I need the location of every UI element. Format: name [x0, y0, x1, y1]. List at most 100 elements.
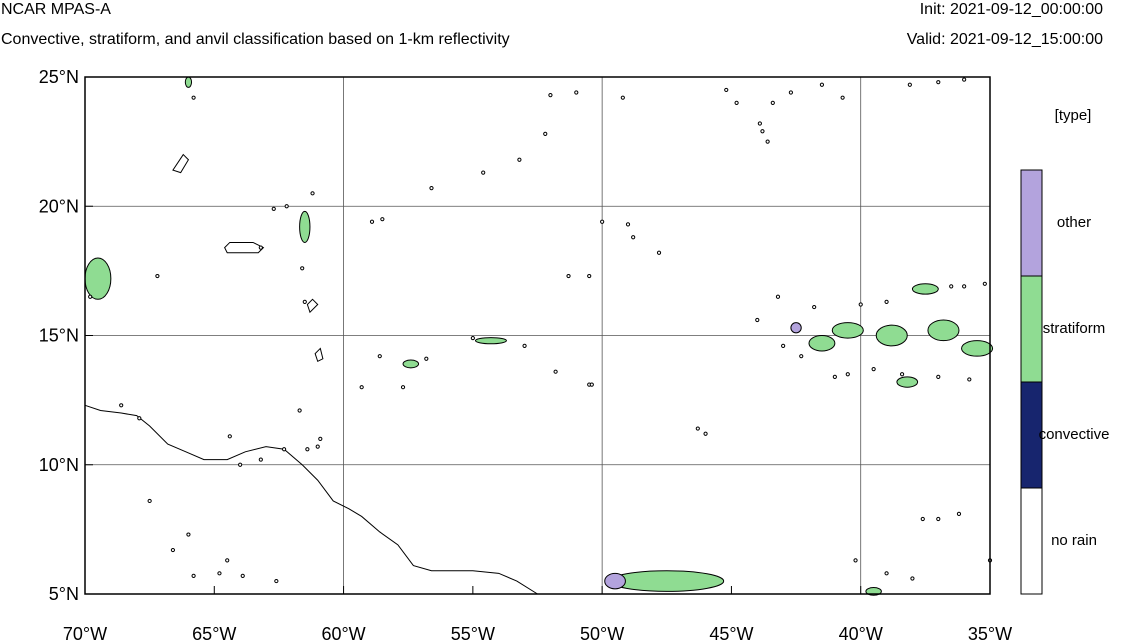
precip-cell-stratiform [911, 283, 939, 295]
precip-cell-stratiform [299, 210, 311, 243]
precip-cell-stratiform [831, 322, 864, 339]
precip-dot [788, 90, 794, 95]
precip-dot [755, 317, 760, 323]
lat-tick-label: 10°N [39, 455, 79, 475]
precip-dot [724, 87, 729, 93]
precip-dot [799, 354, 804, 359]
precip-dots [88, 77, 993, 584]
precip-dot [119, 403, 124, 408]
precip-dot [812, 304, 817, 310]
precip-dot [305, 447, 310, 452]
precip-dot [302, 299, 307, 304]
precip-dot [147, 498, 152, 504]
island-outline [224, 241, 265, 254]
colorbar-label-no-rain: no rain [1051, 532, 1097, 549]
precip-cell-stratiform [84, 257, 112, 300]
map-subtitle: Convective, stratiform, and anvil classi… [1, 31, 510, 48]
precip-dot [884, 571, 889, 576]
precip-dot [315, 444, 320, 449]
precip-cell-stratiform [808, 335, 836, 352]
precip-cell-stratiform [609, 570, 725, 592]
precip-dot [318, 436, 323, 441]
colorbar-label-convective: convective [1038, 426, 1110, 443]
precip-dot [936, 516, 941, 522]
precip-dot [88, 294, 93, 299]
precip-dot [297, 408, 302, 413]
model-title: NCAR MPAS-A [1, 1, 111, 18]
colorbar [1020, 169, 1043, 595]
precip-dot [832, 374, 837, 379]
precip-dot [620, 95, 625, 100]
precip-cell-stratiform [474, 337, 507, 345]
precip-dot [155, 273, 160, 279]
precip-cell-stratiform [402, 359, 420, 369]
precip-dot [553, 369, 558, 374]
precip-dot [757, 121, 762, 126]
precip-dot [853, 558, 858, 563]
precip-dot [967, 377, 972, 382]
precip-dot [600, 219, 605, 224]
precip-dot [858, 302, 863, 307]
coastlines [84, 153, 538, 595]
precip-dot [186, 532, 191, 537]
precip-cell-stratiform [875, 324, 908, 347]
precip-dot [284, 204, 289, 209]
precip-dot [258, 457, 263, 462]
precip-dot [871, 367, 876, 372]
lon-tick-label: 50°W [580, 624, 624, 641]
precip-dot [359, 385, 364, 390]
precip-dot [227, 434, 232, 439]
precip-dot [429, 186, 434, 191]
precip-dot [282, 447, 287, 452]
precip-dot [574, 90, 579, 95]
colorbar-swatch-no-rain [1020, 487, 1043, 595]
precip-cell-stratiform [961, 340, 994, 357]
precip-cell-stratiform [927, 319, 960, 342]
precip-cells [84, 76, 994, 596]
precip-dot [271, 206, 276, 211]
coastline-south-america [84, 404, 538, 595]
precip-dot [936, 374, 941, 379]
precip-dot [517, 157, 522, 162]
precip-dot [170, 547, 176, 553]
precip-dot [238, 462, 243, 467]
precip-cell-stratiform [184, 76, 193, 88]
precip-dot [310, 191, 315, 196]
island-outline [314, 347, 324, 363]
precip-dot [770, 100, 775, 105]
precip-dot [734, 100, 739, 105]
precip-dot [910, 576, 915, 581]
colorbar-label-other: other [1056, 214, 1092, 231]
precip-dot [760, 129, 765, 134]
colorbar-title: [type] [1054, 107, 1092, 124]
precip-dot [775, 294, 781, 299]
lon-tick-label: 60°W [321, 624, 365, 641]
precip-dot [587, 273, 592, 279]
lat-tick-label: 5°N [49, 584, 79, 604]
precip-dot [840, 95, 845, 100]
precip-dot [656, 250, 662, 255]
lon-tick-label: 40°W [839, 624, 883, 641]
precip-dot [899, 372, 905, 377]
precip-dot [424, 356, 429, 361]
precip-dot [956, 511, 962, 516]
precip-dot [191, 573, 196, 579]
precip-dot [380, 217, 385, 222]
island-outline [306, 298, 319, 314]
precip-dot [819, 82, 825, 87]
precip-dot [274, 578, 279, 584]
lon-tick-label: 35°W [968, 624, 1012, 641]
lat-tick-label: 25°N [39, 67, 79, 87]
precip-cell-other [604, 572, 626, 590]
lat-tick-label: 15°N [39, 326, 79, 346]
precip-dot [258, 245, 263, 250]
precip-dot [845, 372, 850, 377]
precip-dot [781, 343, 786, 348]
precip-dot [481, 170, 486, 175]
axis-ticks: 70°W 65°W 60°W 55°W 50°W 45°W 40°W 35°W 25°N 20°N… [39, 67, 1012, 641]
precip-dot [300, 266, 305, 271]
lon-tick-label: 65°W [192, 624, 236, 641]
lon-tick-label: 45°W [709, 624, 753, 641]
precip-cell-stratiform [896, 376, 919, 388]
